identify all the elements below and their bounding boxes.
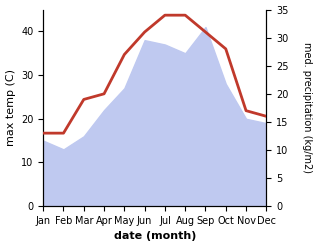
- Y-axis label: max temp (C): max temp (C): [5, 69, 16, 146]
- X-axis label: date (month): date (month): [114, 231, 196, 242]
- Y-axis label: med. precipitation (kg/m2): med. precipitation (kg/m2): [302, 42, 313, 173]
